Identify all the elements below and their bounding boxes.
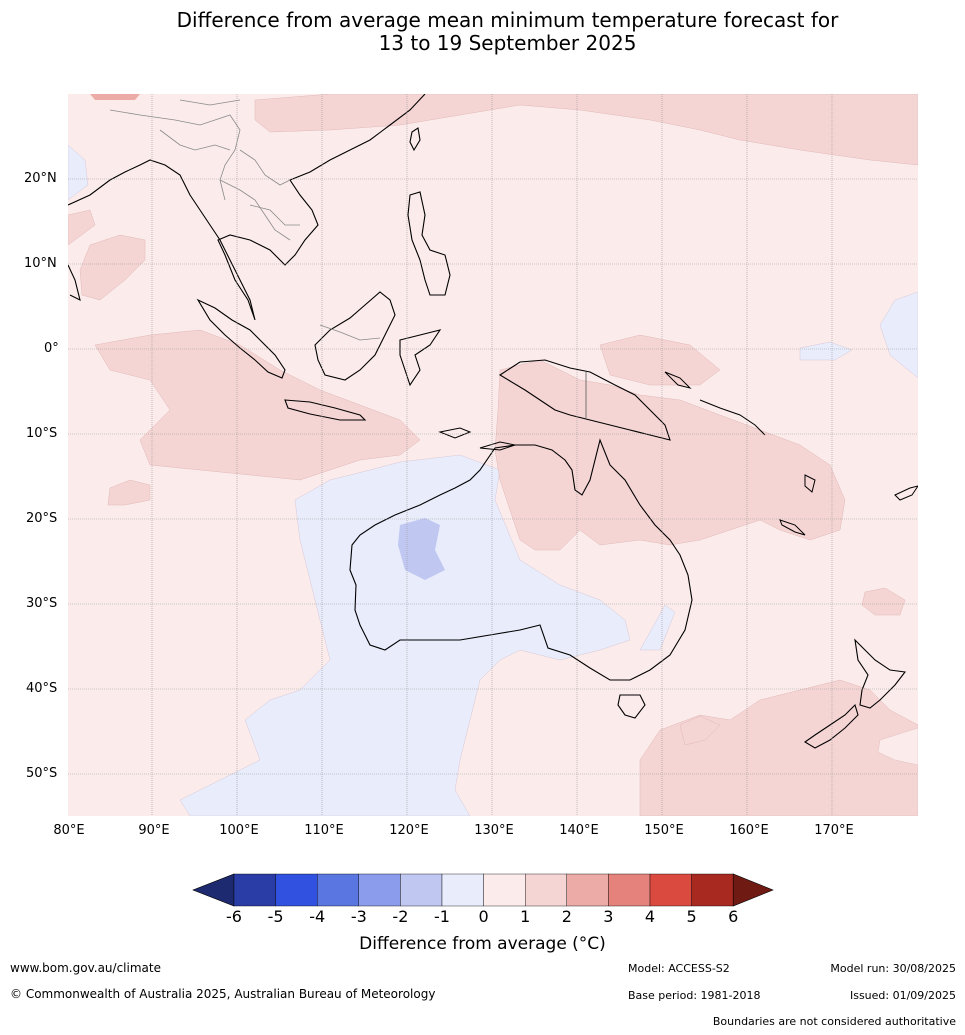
philippines-coastline bbox=[407, 191, 451, 296]
anomaly-field-neg1-nw bbox=[68, 144, 89, 201]
lon-label-150e: 150°E bbox=[644, 823, 684, 838]
sulawesi-coastline bbox=[399, 329, 442, 387]
borneo-coastline bbox=[314, 291, 396, 381]
title-line-1: Difference from average mean minimum tem… bbox=[176, 8, 839, 32]
australia-coastline bbox=[349, 438, 693, 681]
colorbar-tick-label: 5 bbox=[686, 907, 697, 926]
lon-label-80e: 80°E bbox=[53, 823, 85, 838]
issued-text: Issued: 01/09/2025 bbox=[849, 989, 956, 1002]
lat-label-10n: 10°N bbox=[24, 256, 57, 271]
colorbar-swatch bbox=[400, 873, 443, 907]
lon-label-90e: 90°E bbox=[138, 823, 170, 838]
lat-label-0: 0° bbox=[44, 341, 59, 356]
colorbar-tick-label: -1 bbox=[434, 907, 450, 926]
model-text: Model: ACCESS-S2 bbox=[628, 962, 730, 975]
model-run-text: Model run: 30/08/2025 bbox=[830, 962, 956, 975]
colorbar-swatch bbox=[275, 873, 318, 907]
anomaly-field-neg1-right bbox=[879, 291, 918, 379]
colorbar-swatch bbox=[483, 873, 526, 907]
colorbar-extend-low bbox=[192, 873, 235, 907]
india-south-coastline bbox=[68, 264, 81, 302]
graticule bbox=[68, 94, 918, 816]
lat-label-20s: 20°S bbox=[26, 511, 58, 526]
colorbar-tick-label: -2 bbox=[392, 907, 409, 926]
lon-label-170e: 170°E bbox=[814, 823, 854, 838]
pacific-islands bbox=[438, 371, 918, 536]
sumatra-coastline bbox=[196, 298, 286, 379]
lon-label-110e: 110°E bbox=[304, 823, 344, 838]
lon-label-160e: 160°E bbox=[729, 823, 769, 838]
country-borders bbox=[109, 99, 381, 341]
lon-label-130e: 130°E bbox=[474, 823, 514, 838]
new-zealand-coastline bbox=[803, 638, 907, 749]
colorbar-tick-label: -5 bbox=[267, 907, 284, 926]
lat-label-50s: 50°S bbox=[26, 766, 58, 781]
new-guinea-coastline bbox=[498, 359, 671, 441]
website-link[interactable]: www.bom.gov.au/climate bbox=[10, 961, 161, 975]
anomaly-field-1-to-2 bbox=[68, 94, 918, 816]
colorbar-tick-label: 0 bbox=[478, 907, 489, 926]
taiwan-coastline bbox=[409, 127, 421, 152]
lat-label-10s: 10°S bbox=[26, 426, 58, 441]
anomaly-field-neg2-to-neg1 bbox=[398, 518, 445, 580]
colorbar-tick-label: 1 bbox=[520, 907, 531, 926]
colorbar-tick-label: 3 bbox=[603, 907, 614, 926]
asia-coastline bbox=[68, 94, 426, 321]
colorbar-tick-label: 4 bbox=[644, 907, 656, 926]
java-coastline bbox=[284, 399, 367, 421]
anomaly-field-2-to-3 bbox=[90, 94, 140, 100]
colorbar-label: Difference from average (°C) bbox=[359, 934, 606, 954]
colorbar-swatch bbox=[441, 873, 484, 907]
lat-label-40s: 40°S bbox=[26, 681, 58, 696]
anomaly-field-neg1-tasman bbox=[639, 604, 676, 651]
colorbar-swatch bbox=[566, 873, 609, 907]
colorbar-tick-label: -3 bbox=[350, 907, 367, 926]
map-title: Difference from average mean minimum tem… bbox=[0, 9, 965, 55]
lat-label-30s: 30°S bbox=[26, 596, 58, 611]
colorbar-swatch bbox=[233, 873, 276, 907]
colorbar-extend-high bbox=[732, 873, 774, 907]
disclaimer-text: Boundaries are not considered authoritat… bbox=[712, 1015, 956, 1028]
colorbar-tick-label: -4 bbox=[309, 907, 326, 926]
colorbar-swatch bbox=[525, 873, 568, 907]
base-period-text: Base period: 1981-2018 bbox=[628, 989, 761, 1002]
colorbar bbox=[192, 873, 774, 907]
lon-label-140e: 140°E bbox=[559, 823, 599, 838]
anomaly-field-neg1-east bbox=[799, 341, 853, 361]
tasmania-coastline bbox=[617, 694, 646, 719]
colorbar-tick-label: -6 bbox=[226, 907, 242, 926]
colorbar-tick-label: 6 bbox=[728, 907, 739, 926]
copyright-text: © Commonwealth of Australia 2025, Austra… bbox=[10, 987, 436, 1001]
colorbar-swatch bbox=[358, 873, 401, 907]
lon-label-100e: 100°E bbox=[219, 823, 259, 838]
title-line-2: 13 to 19 September 2025 bbox=[378, 31, 637, 55]
anomaly-field-0-to-1-patch bbox=[877, 727, 918, 766]
colorbar-swatch bbox=[649, 873, 692, 907]
anomaly-field-neg1-to-0 bbox=[179, 454, 631, 816]
colorbar-swatch bbox=[691, 873, 734, 907]
colorbar-swatch bbox=[608, 873, 651, 907]
lon-label-120e: 120°E bbox=[389, 823, 429, 838]
lat-label-20n: 20°N bbox=[24, 171, 57, 186]
colorbar-tick-label: 2 bbox=[561, 907, 572, 926]
colorbar-swatch bbox=[317, 873, 360, 907]
